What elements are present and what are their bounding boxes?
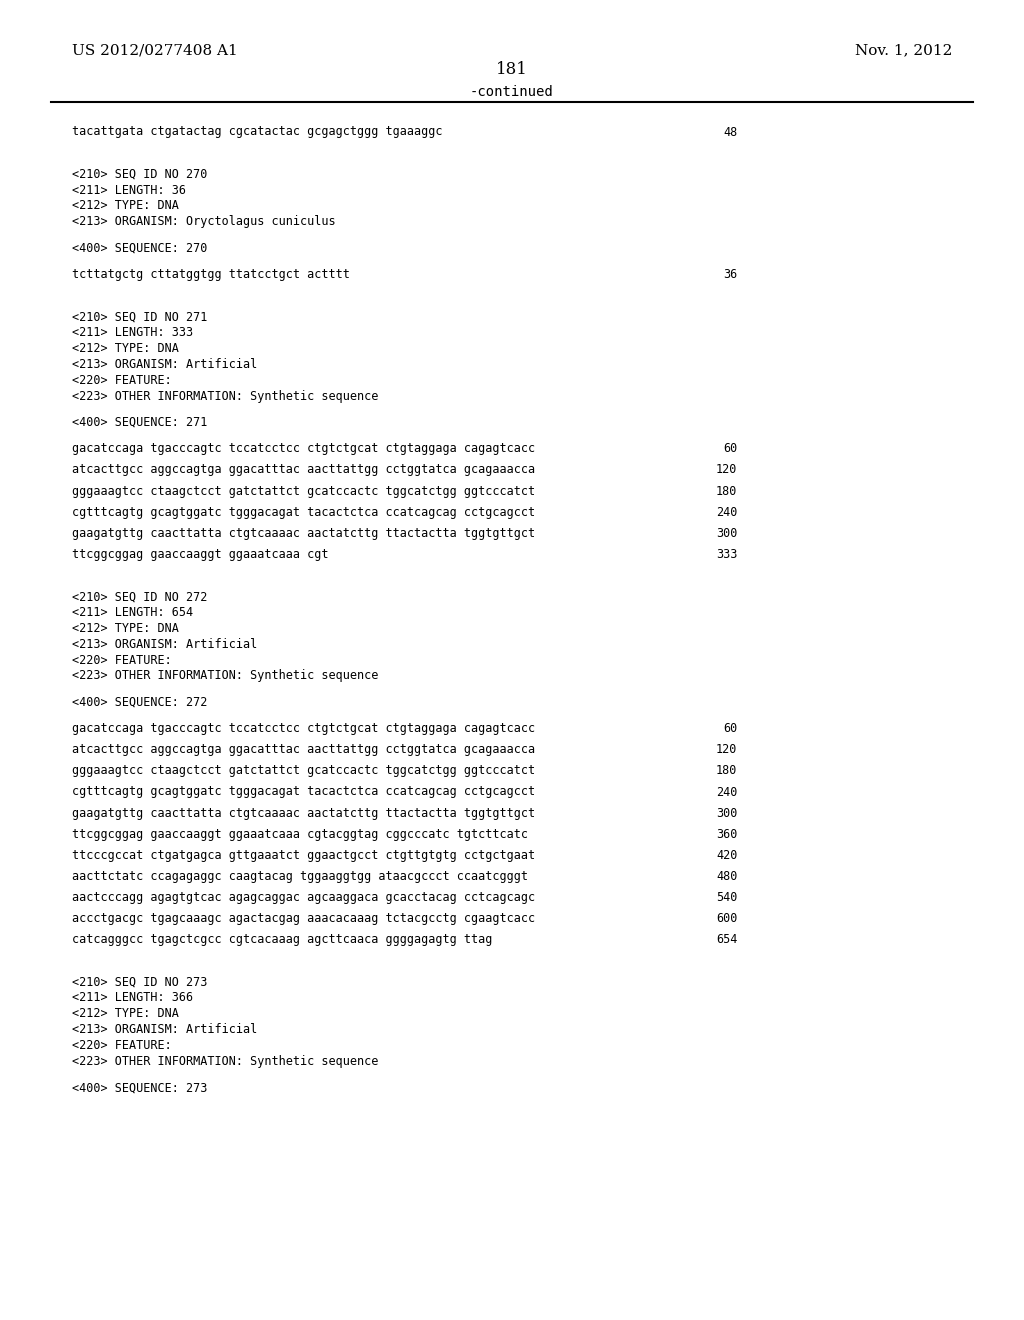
Text: <400> SEQUENCE: 271: <400> SEQUENCE: 271 xyxy=(72,416,207,429)
Text: <223> OTHER INFORMATION: Synthetic sequence: <223> OTHER INFORMATION: Synthetic seque… xyxy=(72,669,378,682)
Text: atcacttgcc aggccagtga ggacatttac aacttattgg cctggtatca gcagaaacca: atcacttgcc aggccagtga ggacatttac aacttat… xyxy=(72,463,535,477)
Text: <211> LENGTH: 36: <211> LENGTH: 36 xyxy=(72,183,185,197)
Text: 360: 360 xyxy=(716,828,737,841)
Text: <211> LENGTH: 654: <211> LENGTH: 654 xyxy=(72,606,193,619)
Text: 420: 420 xyxy=(716,849,737,862)
Text: ttcccgccat ctgatgagca gttgaaatct ggaactgcct ctgttgtgtg cctgctgaat: ttcccgccat ctgatgagca gttgaaatct ggaactg… xyxy=(72,849,535,862)
Text: <223> OTHER INFORMATION: Synthetic sequence: <223> OTHER INFORMATION: Synthetic seque… xyxy=(72,389,378,403)
Text: 654: 654 xyxy=(716,933,737,946)
Text: <210> SEQ ID NO 271: <210> SEQ ID NO 271 xyxy=(72,310,207,323)
Text: <220> FEATURE:: <220> FEATURE: xyxy=(72,653,171,667)
Text: <213> ORGANISM: Artificial: <213> ORGANISM: Artificial xyxy=(72,358,257,371)
Text: gggaaagtcc ctaagctcct gatctattct gcatccactc tggcatctgg ggtcccatct: gggaaagtcc ctaagctcct gatctattct gcatcca… xyxy=(72,484,535,498)
Text: <212> TYPE: DNA: <212> TYPE: DNA xyxy=(72,199,178,213)
Text: 300: 300 xyxy=(716,807,737,820)
Text: tcttatgctg cttatggtgg ttatcctgct actttt: tcttatgctg cttatggtgg ttatcctgct actttt xyxy=(72,268,349,281)
Text: gaagatgttg caacttatta ctgtcaaaac aactatcttg ttactactta tggtgttgct: gaagatgttg caacttatta ctgtcaaaac aactatc… xyxy=(72,807,535,820)
Text: 333: 333 xyxy=(716,548,737,561)
Text: 48: 48 xyxy=(723,125,737,139)
Text: 60: 60 xyxy=(723,442,737,455)
Text: <400> SEQUENCE: 272: <400> SEQUENCE: 272 xyxy=(72,696,207,709)
Text: <400> SEQUENCE: 270: <400> SEQUENCE: 270 xyxy=(72,242,207,255)
Text: gggaaagtcc ctaagctcct gatctattct gcatccactc tggcatctgg ggtcccatct: gggaaagtcc ctaagctcct gatctattct gcatcca… xyxy=(72,764,535,777)
Text: <212> TYPE: DNA: <212> TYPE: DNA xyxy=(72,1007,178,1020)
Text: gacatccaga tgacccagtc tccatcctcc ctgtctgcat ctgtaggaga cagagtcacc: gacatccaga tgacccagtc tccatcctcc ctgtctg… xyxy=(72,442,535,455)
Text: 36: 36 xyxy=(723,268,737,281)
Text: 540: 540 xyxy=(716,891,737,904)
Text: 240: 240 xyxy=(716,506,737,519)
Text: gacatccaga tgacccagtc tccatcctcc ctgtctgcat ctgtaggaga cagagtcacc: gacatccaga tgacccagtc tccatcctcc ctgtctg… xyxy=(72,722,535,735)
Text: <210> SEQ ID NO 273: <210> SEQ ID NO 273 xyxy=(72,975,207,989)
Text: cgtttcagtg gcagtggatc tgggacagat tacactctca ccatcagcag cctgcagcct: cgtttcagtg gcagtggatc tgggacagat tacactc… xyxy=(72,785,535,799)
Text: 240: 240 xyxy=(716,785,737,799)
Text: 120: 120 xyxy=(716,743,737,756)
Text: aacttctatc ccagagaggc caagtacag tggaaggtgg ataacgccct ccaatcgggt: aacttctatc ccagagaggc caagtacag tggaaggt… xyxy=(72,870,527,883)
Text: US 2012/0277408 A1: US 2012/0277408 A1 xyxy=(72,44,238,57)
Text: Nov. 1, 2012: Nov. 1, 2012 xyxy=(855,44,952,57)
Text: <223> OTHER INFORMATION: Synthetic sequence: <223> OTHER INFORMATION: Synthetic seque… xyxy=(72,1055,378,1068)
Text: <211> LENGTH: 366: <211> LENGTH: 366 xyxy=(72,991,193,1005)
Text: 600: 600 xyxy=(716,912,737,925)
Text: 180: 180 xyxy=(716,484,737,498)
Text: <211> LENGTH: 333: <211> LENGTH: 333 xyxy=(72,326,193,339)
Text: gaagatgttg caacttatta ctgtcaaaac aactatcttg ttactactta tggtgttgct: gaagatgttg caacttatta ctgtcaaaac aactatc… xyxy=(72,527,535,540)
Text: cgtttcagtg gcagtggatc tgggacagat tacactctca ccatcagcag cctgcagcct: cgtttcagtg gcagtggatc tgggacagat tacactc… xyxy=(72,506,535,519)
Text: <220> FEATURE:: <220> FEATURE: xyxy=(72,1039,171,1052)
Text: <210> SEQ ID NO 272: <210> SEQ ID NO 272 xyxy=(72,590,207,603)
Text: catcagggcc tgagctcgcc cgtcacaaag agcttcaaca ggggagagtg ttag: catcagggcc tgagctcgcc cgtcacaaag agcttca… xyxy=(72,933,493,946)
Text: <213> ORGANISM: Artificial: <213> ORGANISM: Artificial xyxy=(72,638,257,651)
Text: 60: 60 xyxy=(723,722,737,735)
Text: <220> FEATURE:: <220> FEATURE: xyxy=(72,374,171,387)
Text: ttcggcggag gaaccaaggt ggaaatcaaa cgtacggtag cggcccatc tgtcttcatc: ttcggcggag gaaccaaggt ggaaatcaaa cgtacgg… xyxy=(72,828,527,841)
Text: <210> SEQ ID NO 270: <210> SEQ ID NO 270 xyxy=(72,168,207,181)
Text: <400> SEQUENCE: 273: <400> SEQUENCE: 273 xyxy=(72,1081,207,1094)
Text: tacattgata ctgatactag cgcatactac gcgagctggg tgaaaggc: tacattgata ctgatactag cgcatactac gcgagct… xyxy=(72,125,442,139)
Text: 300: 300 xyxy=(716,527,737,540)
Text: accctgacgc tgagcaaagc agactacgag aaacacaaag tctacgcctg cgaagtcacc: accctgacgc tgagcaaagc agactacgag aaacaca… xyxy=(72,912,535,925)
Text: aactcccagg agagtgtcac agagcaggac agcaaggaca gcacctacag cctcagcagc: aactcccagg agagtgtcac agagcaggac agcaagg… xyxy=(72,891,535,904)
Text: 180: 180 xyxy=(716,764,737,777)
Text: -continued: -continued xyxy=(470,86,554,99)
Text: <213> ORGANISM: Artificial: <213> ORGANISM: Artificial xyxy=(72,1023,257,1036)
Text: <212> TYPE: DNA: <212> TYPE: DNA xyxy=(72,342,178,355)
Text: 480: 480 xyxy=(716,870,737,883)
Text: 120: 120 xyxy=(716,463,737,477)
Text: <212> TYPE: DNA: <212> TYPE: DNA xyxy=(72,622,178,635)
Text: ttcggcggag gaaccaaggt ggaaatcaaa cgt: ttcggcggag gaaccaaggt ggaaatcaaa cgt xyxy=(72,548,328,561)
Text: 181: 181 xyxy=(496,62,528,78)
Text: atcacttgcc aggccagtga ggacatttac aacttattgg cctggtatca gcagaaacca: atcacttgcc aggccagtga ggacatttac aacttat… xyxy=(72,743,535,756)
Text: <213> ORGANISM: Oryctolagus cuniculus: <213> ORGANISM: Oryctolagus cuniculus xyxy=(72,215,335,228)
